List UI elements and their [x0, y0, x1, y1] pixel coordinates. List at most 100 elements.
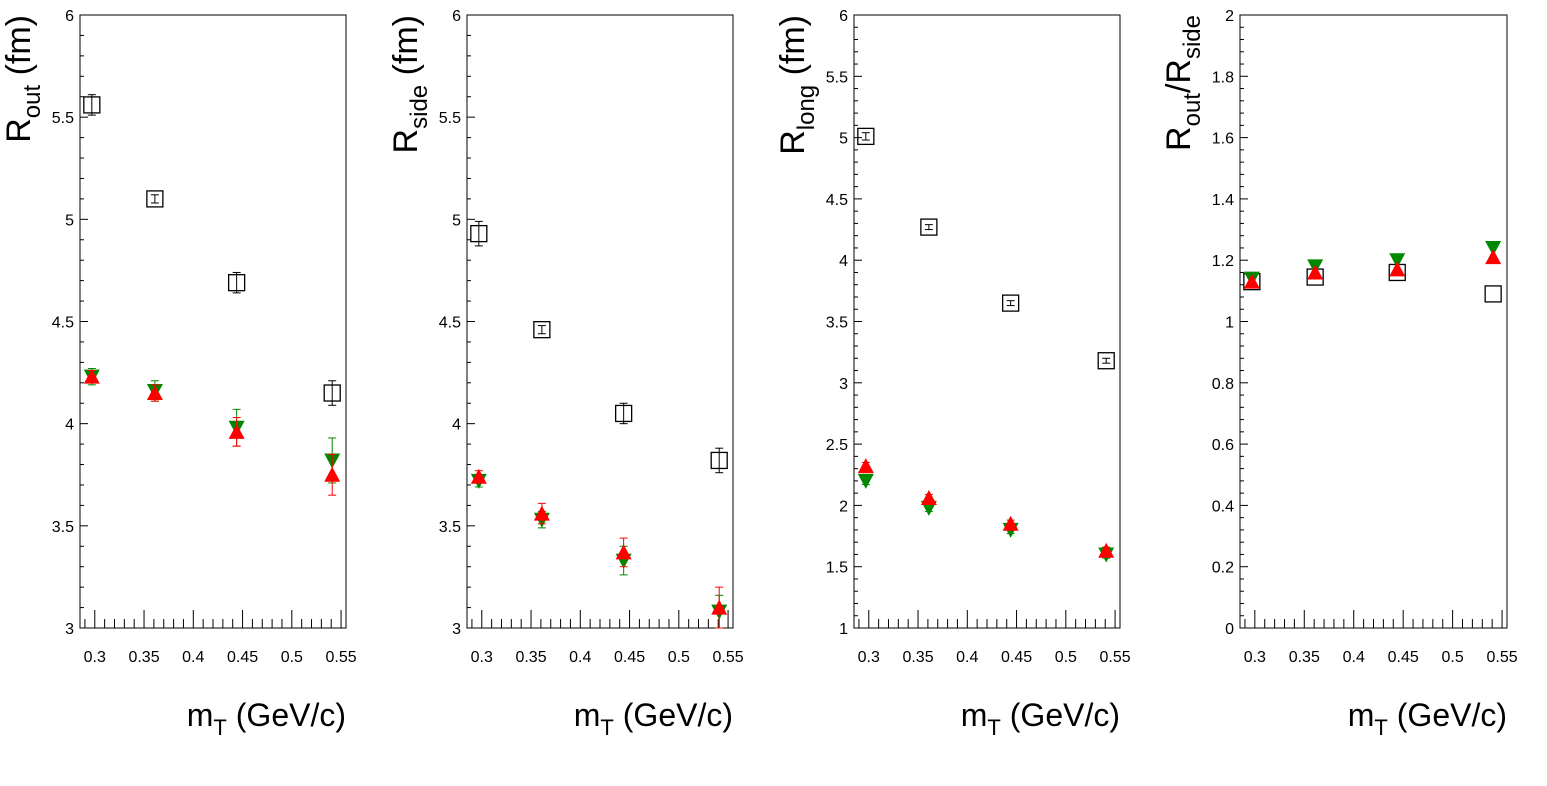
panel-1: 3 3.5 4 4.5 5 5.5 6 0.3 0.35 0.4 0.45 0.5 0.55 mT (Ge…: [0, 8, 357, 740]
open-square-point: [470, 224, 488, 243]
x-tick-label: 0.45: [1388, 649, 1419, 666]
triangle-down-point: [1485, 240, 1502, 256]
x-axis-symbol: m: [187, 697, 214, 733]
triangle-down-point: [857, 473, 874, 489]
open-square-point: [920, 218, 938, 236]
triangle-up-point: [83, 368, 100, 384]
y-tick-label: 4.5: [826, 192, 848, 209]
triangle-up-point: [857, 458, 874, 474]
y-axis-symbol: R: [387, 129, 425, 154]
series-triangle-up: [1243, 249, 1502, 289]
y-axis-subscript-2: side: [1179, 15, 1206, 59]
x-tick-label: 0.5: [1441, 649, 1463, 666]
triangle-up-point: [470, 468, 487, 484]
x-axis-subscript: T: [213, 715, 226, 740]
open-square-point: [1001, 294, 1020, 312]
x-axis-title: mT (GeV/c): [574, 697, 733, 740]
x-axis-title: mT (GeV/c): [187, 697, 346, 740]
y-tick-label: 2: [1225, 8, 1234, 25]
x-tick-label: 0.35: [515, 649, 546, 666]
open-square-point: [710, 451, 728, 470]
series-triangle-up: [470, 468, 728, 629]
open-square-point: [614, 404, 633, 423]
y-axis-title: Rout/Rside: [1160, 15, 1206, 151]
x-tick-label: 0.5: [281, 649, 303, 666]
y-axis-subscript: long: [793, 85, 820, 130]
x-tick-label: 0.55: [713, 649, 744, 666]
open-square-point: [83, 96, 101, 114]
x-tick-label: 0.55: [326, 649, 357, 666]
y-axis-symbol: R: [0, 118, 38, 143]
y-tick-label: 2.5: [826, 437, 848, 454]
y-tick-label: 6: [839, 8, 848, 25]
open-square-point: [323, 384, 341, 402]
triangle-up-point: [228, 423, 245, 439]
x-tick-label: 0.3: [84, 649, 106, 666]
x-tick-label: 0.3: [471, 649, 493, 666]
x-tick-label: 0.45: [614, 649, 645, 666]
plot-frame: [1239, 14, 1508, 629]
open-square-point: [1484, 285, 1502, 303]
y-tick-label: 5.5: [439, 110, 461, 127]
x-tick-label: 0.4: [569, 649, 591, 666]
y-axis-unit: (fm): [774, 15, 812, 85]
x-tick-label: 0.4: [956, 649, 978, 666]
triangle-up-point: [533, 505, 550, 521]
x-tick-label: 0.4: [182, 649, 204, 666]
open-square-point: [1097, 352, 1115, 370]
open-square-point: [857, 127, 875, 146]
y-axis-unit: (fm): [0, 15, 38, 85]
x-tick-label: 0.5: [1055, 649, 1077, 666]
y-axis-symbol: R: [774, 130, 812, 155]
x-tick-label: 0.4: [1343, 649, 1365, 666]
triangle-up-point: [920, 490, 937, 506]
triangle-up-point: [1485, 249, 1502, 265]
y-tick-label: 4.5: [439, 315, 461, 332]
plot-frame: [79, 14, 347, 629]
triangle-up-point: [146, 385, 163, 401]
y-tick-label: 5: [839, 131, 848, 148]
series-triangle-up: [83, 368, 341, 496]
series-triangle-down: [857, 473, 1115, 563]
y-tick-label: 3: [452, 621, 461, 638]
y-tick-label: 0.8: [1212, 376, 1234, 393]
y-tick-label: 0.2: [1212, 560, 1234, 577]
triangle-up-point: [1389, 261, 1406, 277]
panel-4: 0 0.2 0.4 0.6 0.8 1 1.2 1.4 1.6 1.8 2 0.3 0.35 0.4 0.4…: [1160, 8, 1518, 740]
y-axis-subscript: out: [19, 85, 46, 119]
y-tick-label: 2: [839, 498, 848, 515]
y-tick-label: 3: [65, 621, 74, 638]
open-square-point: [146, 190, 164, 208]
triangle-up-point: [1243, 273, 1260, 289]
x-tick-label: 0.35: [1289, 649, 1320, 666]
series-triangle-up: [857, 458, 1115, 558]
x-tick-label: 0.3: [1244, 649, 1266, 666]
series-triangle-down: [83, 367, 341, 484]
y-tick-label: 1.4: [1212, 192, 1234, 209]
x-axis-unit: (GeV/c): [227, 697, 346, 733]
x-tick-label: 0.55: [1100, 649, 1131, 666]
x-axis-symbol: m: [961, 697, 988, 733]
y-axis-divider: /R: [1160, 59, 1198, 93]
y-tick-label: 0.6: [1212, 437, 1234, 454]
x-tick-label: 0.55: [1486, 649, 1517, 666]
x-tick-label: 0.45: [1001, 649, 1032, 666]
panel-3: 1 1.5 2 2.5 3 3.5 4 4.5 5 5.5 6 0.3 0.35 0.4 0.45 0.5 0.…: [774, 8, 1131, 740]
y-tick-label: 1.5: [826, 560, 848, 577]
triangle-up-point: [1098, 542, 1115, 558]
y-axis-title: Rlong (fm): [774, 15, 820, 155]
x-axis-subscript: T: [600, 715, 613, 740]
triangle-up-point: [324, 466, 341, 482]
triangle-up-point: [1002, 515, 1019, 531]
triangle-up-point: [615, 544, 632, 560]
y-tick-label: 3: [839, 376, 848, 393]
x-tick-label: 0.45: [227, 649, 258, 666]
open-square-point: [227, 274, 246, 292]
x-tick-label: 0.5: [668, 649, 690, 666]
x-axis-subscript: T: [987, 715, 1000, 740]
x-tick-label: 0.3: [858, 649, 880, 666]
y-tick-label: 6: [65, 8, 74, 25]
y-tick-label: 3.5: [52, 519, 74, 536]
y-axis-subscript: out: [1179, 93, 1206, 127]
